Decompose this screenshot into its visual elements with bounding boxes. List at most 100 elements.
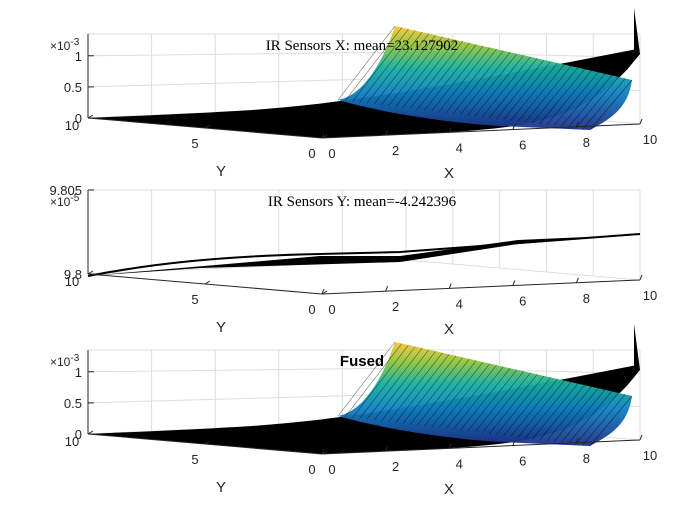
z-tick-label: 0.5 (64, 80, 82, 95)
mesh-line (575, 392, 619, 445)
mesh-line (452, 366, 504, 430)
mesh-line (445, 48, 497, 114)
mesh-line (359, 30, 416, 103)
x-tick-mark (639, 274, 643, 281)
x-tick-mark (639, 118, 643, 125)
grid-z-back (87, 77, 407, 88)
mesh-line (395, 38, 450, 108)
mesh-line (582, 394, 626, 446)
mesh-line (452, 50, 504, 114)
surface (87, 233, 641, 277)
mesh-line (510, 62, 558, 121)
mesh-line (532, 67, 579, 124)
x-tick-label: 8 (583, 135, 590, 150)
mesh-line (366, 347, 423, 420)
y-tick-mark (204, 440, 211, 445)
y-tick-label: 0 (308, 462, 315, 477)
mesh-line (337, 25, 396, 101)
x-tick-mark (321, 448, 325, 455)
mesh-line (373, 349, 430, 421)
mesh-line (460, 368, 511, 431)
mesh-line (575, 76, 619, 129)
mesh-line (503, 377, 551, 436)
x-tick-mark (385, 130, 389, 136)
x-tick-mark (512, 440, 516, 446)
mesh-line (496, 59, 545, 120)
x-tick-label: 10 (643, 448, 657, 463)
y-tick-label: 10 (65, 118, 79, 133)
x-axis-line (321, 279, 641, 295)
x-tick-mark (448, 443, 452, 449)
x-tick-label: 4 (456, 140, 463, 155)
y-axis-label: Y (216, 163, 226, 180)
x-axis-line (321, 123, 641, 139)
z-tick-label: 0 (75, 111, 82, 126)
z-tick-label: 1 (75, 365, 82, 380)
x-tick-mark (575, 437, 579, 443)
x-tick-label: 2 (392, 143, 399, 158)
y-tick-mark (321, 290, 328, 295)
axes (87, 34, 641, 139)
surface-ramp (338, 342, 632, 446)
exponent-base: ×10 (50, 39, 71, 53)
mesh-line (524, 381, 572, 439)
mesh-line (373, 33, 430, 105)
y-tick-label: 10 (65, 274, 79, 289)
x-tick-mark (321, 288, 325, 295)
y-tick-label: 5 (191, 452, 198, 467)
surface (88, 324, 640, 454)
x-axis-label: X (444, 165, 454, 182)
x-tick-mark (321, 132, 325, 139)
exponent-base: ×10 (50, 355, 71, 369)
mesh-line (524, 65, 572, 123)
y-axis-label: Y (216, 479, 226, 496)
mesh-line (553, 388, 599, 442)
y-tick-label: 0 (308, 302, 315, 317)
z-tick-label: 9.8 (64, 267, 82, 282)
x-tick-label: 8 (583, 451, 590, 466)
x-tick-label: 4 (456, 296, 463, 311)
chart-title: IR Sensors X: mean=23.127902 (266, 38, 459, 54)
mesh-line (517, 64, 565, 122)
mesh-line (352, 28, 409, 102)
x-tick-mark (512, 280, 516, 286)
surface-mesh (337, 341, 633, 447)
mesh-line (460, 52, 511, 115)
axes (87, 350, 641, 455)
mesh-line (337, 341, 396, 417)
mesh-line (431, 45, 484, 112)
mesh-line (416, 358, 470, 426)
mesh-line (517, 380, 565, 438)
mesh-line (352, 344, 409, 418)
y-tick-mark (204, 280, 211, 285)
mesh-line (438, 47, 491, 113)
mesh-line (402, 39, 457, 108)
z-exponent-label: ×10-5 (50, 193, 80, 209)
mesh-line (546, 70, 592, 126)
mesh-line (488, 374, 538, 435)
x-tick-mark (639, 434, 643, 441)
exponent-value: -3 (70, 37, 79, 48)
exponent-value: -3 (70, 353, 79, 364)
mesh-line (395, 354, 450, 424)
mesh-line (589, 395, 633, 447)
y-axis-line (87, 117, 323, 139)
mesh-line (344, 343, 403, 418)
exponent-value: -5 (70, 193, 79, 204)
x-tick-mark (385, 286, 389, 292)
mesh-line (568, 391, 612, 444)
mesh-line (366, 31, 423, 104)
mesh-line (568, 75, 612, 128)
mesh-line (409, 357, 463, 425)
y-tick-label: 5 (191, 136, 198, 151)
x-tick-label: 8 (583, 291, 590, 306)
mesh-line (560, 73, 606, 127)
z-tick-label: 9.805 (49, 183, 82, 198)
x-tick-label: 2 (392, 299, 399, 314)
mesh-line (344, 27, 403, 102)
mesh-line (488, 58, 538, 119)
axes (87, 190, 641, 295)
mesh-line (582, 78, 626, 130)
y-tick-label: 10 (65, 434, 79, 449)
